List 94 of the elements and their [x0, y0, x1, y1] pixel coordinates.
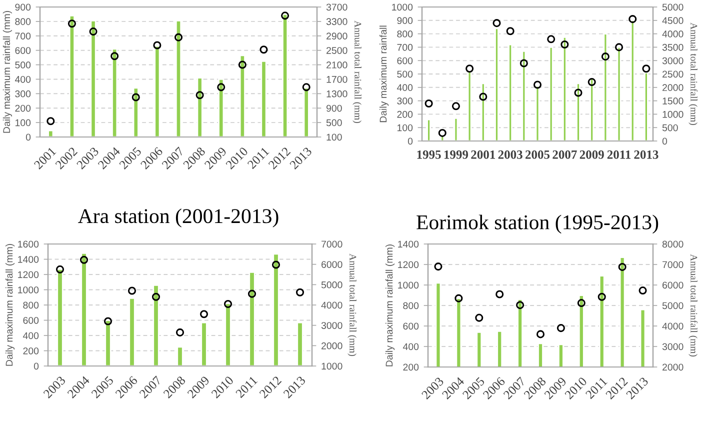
y-tick-label: 1400	[398, 240, 419, 248]
y2-tick-label: 3000	[662, 57, 684, 64]
y-tick-label: 300	[15, 90, 31, 98]
y2-tick-label: 6000	[322, 261, 342, 268]
y-tick-label: 100	[397, 124, 413, 132]
y-tick-label: 0	[408, 138, 413, 145]
y-tick-label: 1600	[18, 240, 39, 248]
y-tick-label: 1000	[392, 4, 413, 11]
y-tick-label: 1200	[18, 271, 39, 278]
y-tick-label: 800	[403, 302, 419, 310]
x-tick-label: 2005	[526, 150, 550, 159]
y-tick-label: 0	[34, 362, 39, 370]
y2-tick-label: 500	[662, 124, 678, 132]
y2-tick-label: 4500	[662, 17, 684, 24]
y-axis-title: Daily maximum rainfall	[380, 26, 389, 122]
y2-tick-label: 7000	[322, 240, 342, 248]
y-axis-title: Daily maximum rainfall (mm)	[386, 244, 395, 366]
y-tick-label: 800	[23, 302, 39, 309]
y-tick-label: 400	[14, 76, 31, 83]
y-axis-title: Daily maximum rainfall (mm)	[6, 244, 15, 366]
y2-tick-label: 5000	[321, 281, 342, 288]
x-tick-label: 2011	[607, 150, 631, 159]
y-tick-label: 300	[397, 98, 413, 104]
y2-tick-label: 4000	[662, 30, 684, 38]
y2-tick-label: 4000	[321, 302, 342, 309]
y-tick-label: 600	[23, 316, 39, 324]
y-tick-label: 500	[397, 70, 413, 78]
y2-tick-label: 0	[662, 138, 668, 145]
y2-tick-label: 1000	[322, 362, 342, 370]
y-tick-label: 400	[396, 84, 413, 92]
x-tick-label: 2011	[247, 146, 270, 170]
y-tick-label: 500	[15, 62, 31, 68]
y-tick-label: 1200	[398, 261, 419, 268]
y2-tick-label: 3500	[662, 44, 684, 51]
y2-tick-label: 2000	[662, 84, 684, 92]
y2-axis-title: Annual total rainfall (mm)	[688, 22, 698, 126]
x-tick-label: 2009	[580, 150, 604, 159]
y2-tick-label: 900	[326, 104, 342, 112]
y2-tick-label: 1000	[662, 110, 684, 118]
text: Eorimok station (1995-2013)	[416, 214, 658, 234]
y-tick-label: 1000	[18, 286, 39, 294]
y2-tick-label: 1300	[326, 90, 348, 98]
y2-tick-label: 1700	[326, 76, 348, 83]
y-tick-label: 200	[15, 104, 31, 112]
y2-tick-label: 5000	[662, 4, 684, 11]
y-tick-label: 100	[15, 119, 31, 126]
y-tick-label: 400	[22, 332, 39, 340]
y2-tick-label: 500	[326, 119, 342, 126]
y-tick-label: 700	[15, 32, 31, 40]
x-tick-label: 2007	[552, 150, 577, 159]
y2-axis-title: Annual total rainfall (mm)	[688, 254, 698, 357]
y-tick-label: 400	[402, 343, 419, 350]
y-tick-label: 900	[397, 17, 413, 24]
x-tick-label: 2003	[498, 150, 522, 159]
x-tick-label: 2001	[471, 150, 495, 159]
y2-tick-label: 6000	[662, 282, 684, 289]
y2-tick-label: 2500	[326, 47, 348, 54]
y-tick-label: 200	[397, 110, 413, 118]
y2-tick-label: 8000	[662, 240, 684, 248]
y2-tick-label: 2900	[326, 32, 348, 40]
y2-axis-title: Annual total rainfall (mm)	[352, 20, 362, 124]
x-tick-label: 2011	[235, 376, 258, 398]
x-tick-label: 1995	[417, 150, 441, 159]
y2-tick-label: 3700	[326, 4, 348, 11]
y2-axis-title: Annual total rainfall (mm)	[348, 254, 357, 356]
y-tick-label: 700	[397, 44, 413, 51]
y2-tick-label: 7000	[662, 261, 684, 268]
text: Ara station (2001-2013)	[78, 208, 278, 228]
y2-tick-label: 3000	[321, 322, 342, 329]
y-tick-label: 900	[15, 4, 31, 11]
y-tick-label: 600	[397, 57, 413, 64]
x-tick-label: 2011	[585, 376, 608, 400]
y-tick-label: 800	[397, 30, 413, 38]
y2-tick-label: 1500	[662, 98, 684, 104]
y2-tick-label: 100	[326, 134, 342, 141]
y-tick-label: 1400	[18, 256, 39, 263]
y2-tick-label: 3000	[662, 343, 684, 350]
y2-tick-label: 5000	[662, 302, 684, 310]
y2-tick-label: 4000	[662, 322, 684, 330]
y-tick-label: 200	[23, 347, 39, 354]
y-tick-label: 800	[15, 18, 31, 26]
y-tick-label: 200	[403, 364, 419, 371]
y-tick-label: 600	[403, 322, 419, 330]
x-tick-label: 2013	[634, 150, 658, 159]
y2-tick-label: 2500	[662, 70, 684, 78]
x-tick-label: 1999	[444, 150, 468, 159]
y-tick-label: 0	[26, 134, 31, 141]
y-axis-title: Daily maximum rainfall (mm)	[2, 11, 12, 133]
y2-tick-label: 2100	[326, 62, 348, 68]
y2-tick-label: 2000	[662, 364, 684, 371]
y2-tick-label: 2000	[322, 342, 342, 350]
y-tick-label: 600	[15, 47, 31, 54]
y-tick-label: 1000	[398, 282, 419, 289]
y2-tick-label: 3300	[326, 18, 348, 26]
